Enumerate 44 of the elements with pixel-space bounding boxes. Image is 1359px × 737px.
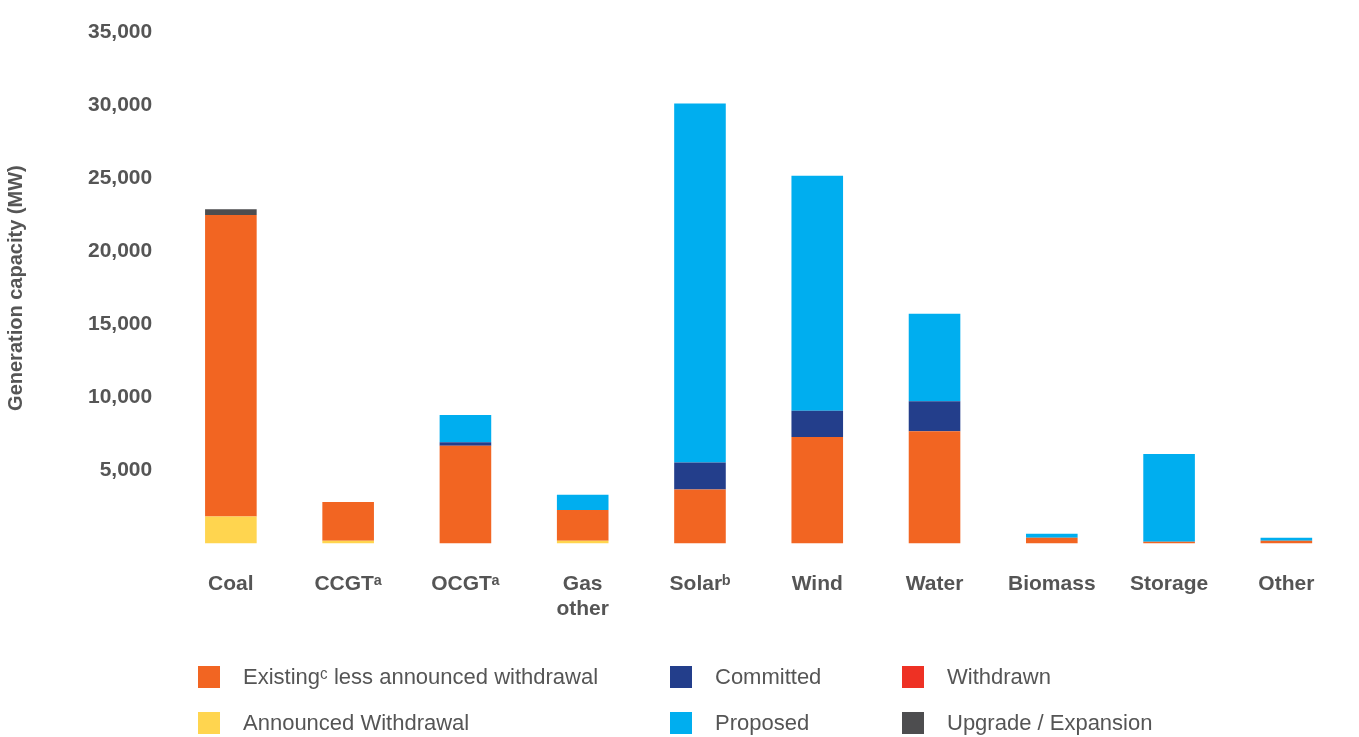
bar	[908, 431, 961, 544]
x-tick-label: Solarᵇ	[669, 571, 731, 594]
x-tick-label: Gas other	[556, 571, 609, 620]
legend-label: Announced Withdrawal	[243, 710, 470, 736]
bar	[674, 489, 726, 544]
bar	[439, 442, 492, 446]
bar	[674, 103, 726, 463]
x-tick-label: Other	[1258, 571, 1315, 594]
legend-label: Committed	[715, 664, 822, 690]
x-tick-label: CCGTᵃ	[314, 571, 382, 594]
bar	[439, 445, 492, 544]
legend-label: Proposed	[715, 710, 810, 736]
x-tick-label: Coal	[208, 571, 254, 594]
y-tick-label: 10,000	[88, 384, 153, 408]
bar	[556, 494, 609, 511]
bar	[908, 313, 961, 402]
y-tick-label: 30,000	[88, 92, 153, 116]
bar	[205, 215, 257, 517]
y-tick-label: 25,000	[88, 165, 153, 189]
bar	[791, 175, 844, 411]
legend-label: Upgrade / Expansion	[947, 710, 1153, 736]
bar	[205, 516, 257, 544]
bar	[791, 410, 844, 438]
bar	[791, 437, 844, 544]
x-tick-label: OCGTᵃ	[431, 571, 500, 594]
bar	[908, 401, 961, 432]
y-tick-label: 5,000	[99, 457, 153, 481]
x-tick-label: Biomass	[1008, 571, 1096, 594]
bar	[439, 415, 492, 443]
legend-label: Withdrawn	[947, 664, 1051, 690]
bar	[205, 209, 257, 216]
x-tick-label: Storage	[1129, 571, 1209, 594]
x-tick-label: Water	[905, 571, 964, 594]
x-tick-label: Wind	[791, 571, 843, 594]
bar	[1026, 533, 1078, 538]
bar	[322, 501, 374, 541]
y-tick-label: 15,000	[88, 311, 153, 335]
legend-label: Existingᶜ less announced withdrawal	[243, 664, 599, 690]
y-axis-title: Generation capacity (MW)	[3, 165, 26, 411]
y-tick-label: 20,000	[88, 238, 153, 262]
bar	[674, 462, 726, 490]
bar	[556, 510, 609, 541]
y-tick-label: 35,000	[88, 19, 153, 43]
bar	[1143, 454, 1195, 542]
